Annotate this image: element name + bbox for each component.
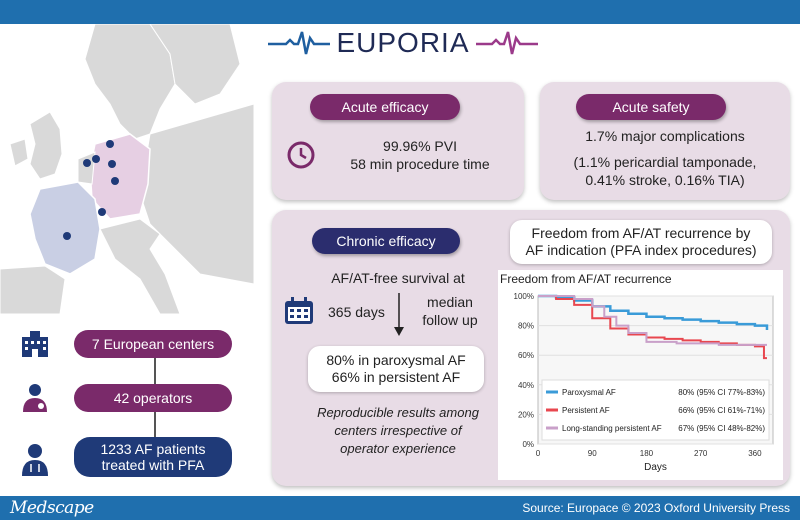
stat-pill-operators: 42 operators <box>74 384 232 412</box>
note-line3: operator experience <box>340 441 456 456</box>
acute-efficacy-line2: 58 min procedure time <box>350 156 490 172</box>
freedom-line1: Freedom from AF/AT recurrence by <box>531 225 751 241</box>
ecg-wave-icon <box>475 31 538 55</box>
stat-operators <box>18 380 52 414</box>
location-pin-icon <box>63 232 71 240</box>
acute-safety-line3: 0.41% stroke, 0.16% TIA) <box>585 172 745 188</box>
page-title: EUPORIA <box>336 27 470 58</box>
legend-stat: 80% (95% CI 77%-83%) <box>678 388 765 397</box>
stat-pill-centers: 7 European centers <box>74 330 232 358</box>
series-line-0 <box>538 294 769 331</box>
ecg-wave-icon <box>268 31 331 55</box>
freedom-line2: AF indication (PFA index procedures) <box>525 242 757 258</box>
europe-map <box>0 24 254 314</box>
chart-title: Freedom from AF/AT recurrence <box>500 272 672 286</box>
days-label: 365 days <box>328 304 385 320</box>
patient-icon <box>18 442 52 476</box>
legend-stat: 67% (95% CI 48%-82%) <box>678 424 765 433</box>
stat-patients <box>18 442 52 476</box>
footer-bar: Medscape Source: Europace © 2023 Oxford … <box>0 496 800 520</box>
hospital-icon <box>18 327 52 361</box>
x-tick-label: 360 <box>748 449 762 458</box>
results-box: 80% in paroxysmal AF 66% in persistent A… <box>308 346 484 392</box>
acute-efficacy-chip: Acute efficacy <box>310 94 460 120</box>
location-pin-icon <box>106 140 114 148</box>
location-pin-icon <box>92 155 100 163</box>
patients-line1: 1233 AF patients <box>100 441 206 457</box>
location-pin-icon <box>83 159 91 167</box>
title-block: EUPORIA <box>268 26 538 60</box>
x-axis-label: Days <box>644 462 667 473</box>
connector-line <box>154 358 156 386</box>
median-label: median <box>427 294 473 310</box>
calendar-icon <box>283 296 315 331</box>
medscape-logo: Medscape <box>10 498 94 518</box>
legend-label: Persistent AF <box>562 406 610 415</box>
legend-label: Paroxysmal AF <box>562 388 616 397</box>
down-arrow-icon <box>394 293 404 336</box>
acute-efficacy-line1: 99.96% PVI <box>383 138 457 154</box>
operator-icon <box>18 380 52 414</box>
legend-label: Long-standing persistent AF <box>562 424 662 433</box>
x-tick-label: 180 <box>640 449 654 458</box>
x-tick-label: 270 <box>694 449 708 458</box>
x-tick-label: 0 <box>536 449 541 458</box>
map-graphic <box>0 24 254 314</box>
result-paroxysmal: 80% in paroxysmal AF <box>326 352 466 368</box>
location-pin-icon <box>108 160 116 168</box>
x-tick-label: 90 <box>588 449 597 458</box>
clock-icon <box>286 140 316 175</box>
series-line-2 <box>538 295 767 346</box>
survival-label: AF/AT-free survival at <box>331 270 465 286</box>
y-tick-label: 0% <box>522 440 534 449</box>
patients-line2: treated with PFA <box>101 457 205 473</box>
connector-line <box>154 410 156 438</box>
source-credit: Source: Europace © 2023 Oxford Universit… <box>522 501 790 515</box>
km-chart-svg: 0% 20% 40% 60% 80% 100% 0 90 180 270 360 Days Paroxy… <box>514 292 774 473</box>
legend-stat: 66% (95% CI 61%-71%) <box>678 406 765 415</box>
top-banner <box>0 0 800 24</box>
y-tick-label: 100% <box>514 292 534 301</box>
stat-pill-patients: 1233 AF patients treated with PFA <box>74 437 232 477</box>
acute-safety-line2: (1.1% pericardial tamponade, <box>573 154 757 170</box>
acute-safety-line1: 1.7% major complications <box>585 128 745 144</box>
chart-container: Freedom from AF/AT recurrence 0% 20% 40% 60… <box>498 270 783 480</box>
y-tick-label: 20% <box>518 410 534 419</box>
y-tick-label: 40% <box>518 381 534 390</box>
note-line2: centers irrespective of <box>334 423 462 438</box>
location-pin-icon <box>111 177 119 185</box>
location-pin-icon <box>98 208 106 216</box>
acute-safety-chip: Acute safety <box>576 94 726 120</box>
result-persistent: 66% in persistent AF <box>331 369 461 385</box>
y-tick-label: 60% <box>518 351 534 360</box>
followup-label: follow up <box>422 312 478 328</box>
y-tick-label: 80% <box>518 322 534 331</box>
chronic-efficacy-chip: Chronic efficacy <box>312 228 460 254</box>
stat-centers <box>18 327 52 361</box>
note-line1: Reproducible results among <box>317 405 479 420</box>
legend-box <box>541 379 770 441</box>
freedom-title-box: Freedom from AF/AT recurrence by AF indi… <box>510 220 772 264</box>
